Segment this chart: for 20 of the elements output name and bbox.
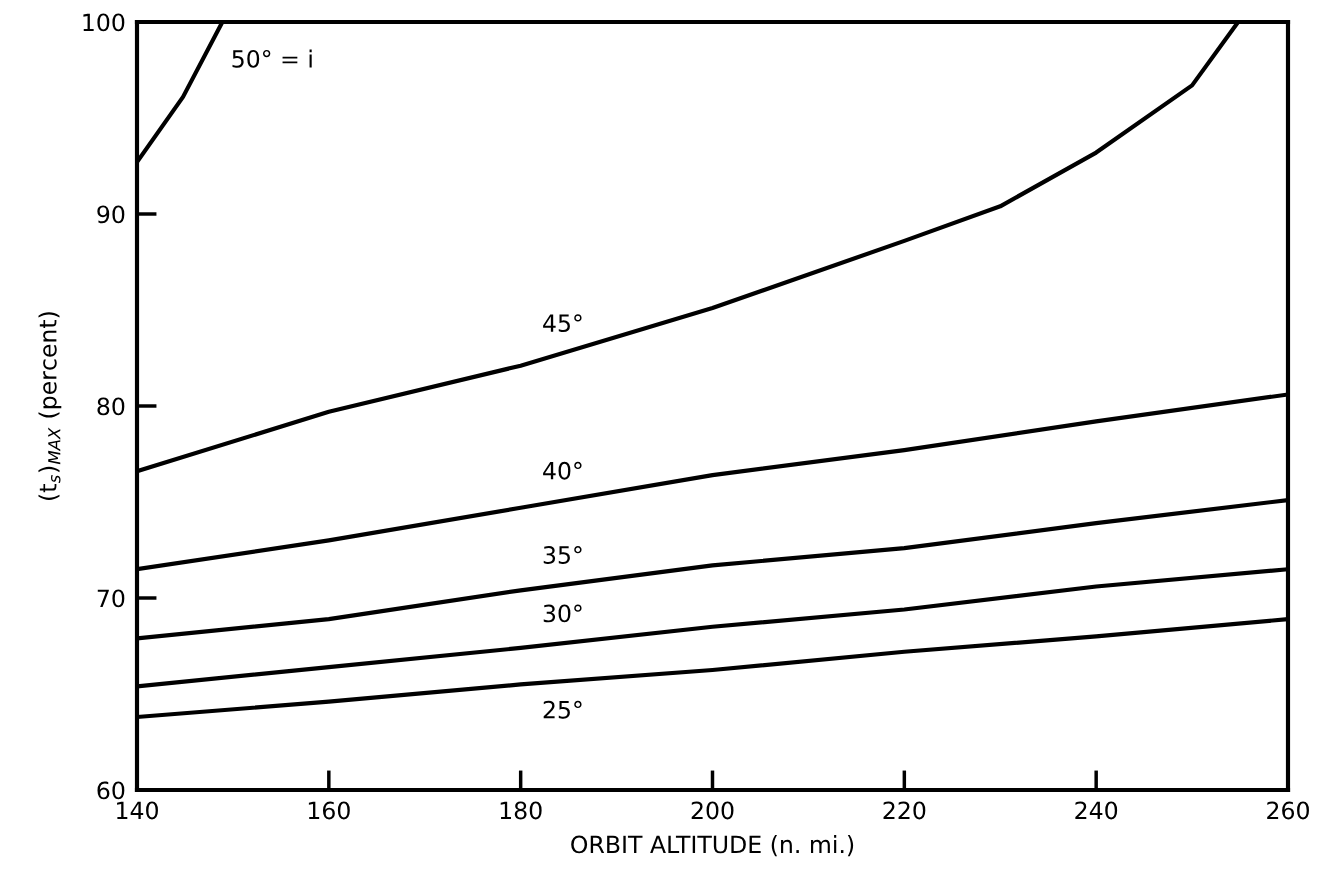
y-tick-label: 100 (83, 13, 125, 32)
series-label: 45° (543, 314, 582, 333)
x-tick-label: 140 (117, 801, 158, 820)
series-label: 30° (543, 604, 582, 623)
x-tick-label: 220 (883, 801, 926, 820)
x-tick-label: 160 (308, 801, 350, 820)
y-tick-label: 70 (97, 589, 125, 608)
series-label: 35° (543, 546, 582, 564)
y-tick-label: 80 (97, 397, 125, 416)
series-label: 50° = i (232, 49, 312, 68)
x-tick-label: 240 (1075, 801, 1118, 820)
series-label: 40° (543, 461, 582, 480)
x-tick-label: 260 (1267, 801, 1309, 820)
y-tick-label: 90 (97, 205, 125, 224)
x-tick-label: 200 (691, 801, 734, 820)
x-axis-title: ORBIT ALTITUDE (n. mi.) (571, 835, 854, 857)
y-tick-label: 60 (97, 781, 125, 800)
x-tick-label: 180 (500, 801, 542, 820)
y-axis-title: (t$_{s}$)$_{MAX}$ (percent) (38, 312, 62, 500)
series-label: 25° (543, 700, 582, 719)
